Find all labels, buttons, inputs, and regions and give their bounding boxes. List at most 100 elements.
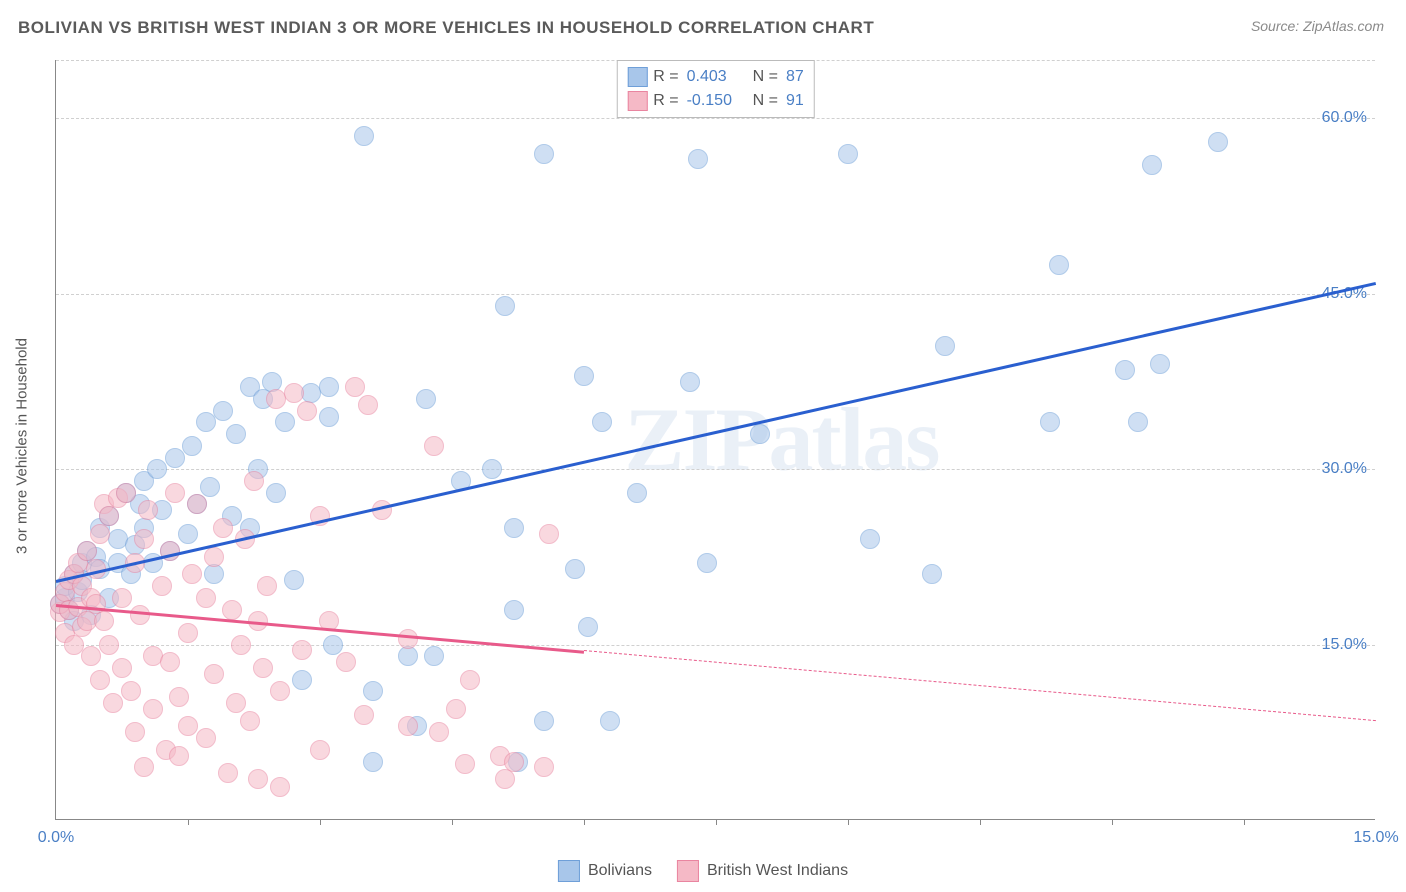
data-point: [310, 740, 330, 760]
data-point: [424, 436, 444, 456]
data-point: [152, 576, 172, 596]
x-tick-mark: [452, 819, 453, 825]
data-point: [363, 681, 383, 701]
data-point: [165, 483, 185, 503]
data-point: [495, 769, 515, 789]
data-point: [270, 681, 290, 701]
data-point: [697, 553, 717, 573]
correlation-legend: R =0.403N =87R =-0.150N =91: [616, 60, 814, 118]
data-point: [222, 600, 242, 620]
data-point: [416, 389, 436, 409]
data-point: [90, 670, 110, 690]
legend-r-label: R =: [653, 68, 678, 86]
data-point: [600, 711, 620, 731]
data-point: [121, 681, 141, 701]
data-point: [244, 471, 264, 491]
data-point: [160, 652, 180, 672]
x-tick-mark: [320, 819, 321, 825]
data-point: [147, 459, 167, 479]
data-point: [218, 763, 238, 783]
data-point: [90, 524, 110, 544]
data-point: [319, 407, 339, 427]
x-tick-mark: [1244, 819, 1245, 825]
x-tick-mark: [716, 819, 717, 825]
data-point: [204, 564, 224, 584]
gridline: [56, 294, 1375, 295]
legend-row: R =-0.150N =91: [627, 89, 803, 113]
data-point: [169, 687, 189, 707]
data-point: [688, 149, 708, 169]
data-point: [574, 366, 594, 386]
legend-r-label: R =: [653, 92, 678, 110]
data-point: [196, 588, 216, 608]
data-point: [495, 296, 515, 316]
data-point: [196, 728, 216, 748]
data-point: [196, 412, 216, 432]
y-tick-label: 30.0%: [1322, 460, 1367, 478]
legend-n-label: N =: [753, 92, 778, 110]
legend-swatch: [677, 860, 699, 882]
data-point: [284, 383, 304, 403]
data-point: [226, 424, 246, 444]
data-point: [99, 635, 119, 655]
series-legend: Bolivians British West Indians: [558, 860, 848, 882]
data-point: [627, 483, 647, 503]
x-tick-mark: [848, 819, 849, 825]
data-point: [213, 401, 233, 421]
data-point: [860, 529, 880, 549]
data-point: [935, 336, 955, 356]
data-point: [398, 646, 418, 666]
data-point: [125, 722, 145, 742]
y-tick-label: 15.0%: [1322, 636, 1367, 654]
x-tick-mark: [980, 819, 981, 825]
data-point: [169, 746, 189, 766]
data-point: [112, 588, 132, 608]
data-point: [275, 412, 295, 432]
data-point: [319, 377, 339, 397]
plot-area: ZIPatlas R =0.403N =87R =-0.150N =91 15.…: [55, 60, 1375, 820]
data-point: [226, 693, 246, 713]
data-point: [204, 547, 224, 567]
data-point: [354, 126, 374, 146]
trend-line: [584, 650, 1376, 721]
x-tick-label: 15.0%: [1353, 829, 1398, 847]
data-point: [165, 448, 185, 468]
legend-n-value: 91: [786, 92, 804, 110]
legend-swatch: [627, 91, 647, 111]
data-point: [1049, 255, 1069, 275]
data-point: [182, 564, 202, 584]
data-point: [292, 670, 312, 690]
legend-label: Bolivians: [588, 862, 652, 880]
data-point: [270, 777, 290, 797]
data-point: [460, 670, 480, 690]
legend-n-label: N =: [753, 68, 778, 86]
data-point: [248, 769, 268, 789]
data-point: [363, 752, 383, 772]
data-point: [1115, 360, 1135, 380]
data-point: [187, 494, 207, 514]
data-point: [94, 611, 114, 631]
data-point: [592, 412, 612, 432]
data-point: [358, 395, 378, 415]
legend-r-value: 0.403: [687, 68, 747, 86]
data-point: [130, 605, 150, 625]
data-point: [1142, 155, 1162, 175]
data-point: [103, 693, 123, 713]
data-point: [424, 646, 444, 666]
data-point: [112, 658, 132, 678]
y-axis-label: 3 or more Vehicles in Household: [14, 338, 31, 554]
data-point: [578, 617, 598, 637]
legend-swatch: [558, 860, 580, 882]
data-point: [99, 506, 119, 526]
data-point: [504, 600, 524, 620]
data-point: [297, 401, 317, 421]
legend-item: British West Indians: [677, 860, 848, 882]
data-point: [182, 436, 202, 456]
trend-line: [56, 282, 1377, 583]
data-point: [292, 640, 312, 660]
data-point: [838, 144, 858, 164]
legend-n-value: 87: [786, 68, 804, 86]
data-point: [143, 699, 163, 719]
data-point: [81, 646, 101, 666]
data-point: [565, 559, 585, 579]
